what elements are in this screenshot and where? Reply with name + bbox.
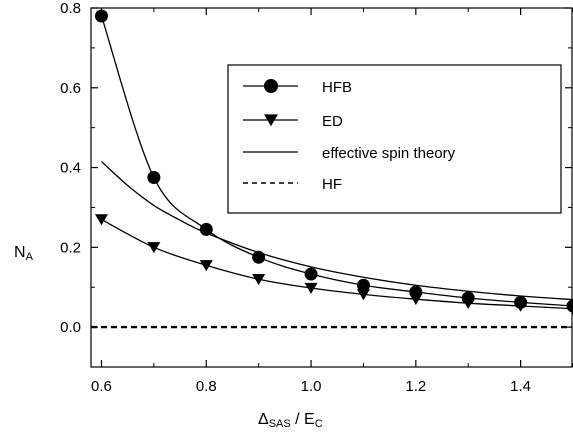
x-axis-label-main-sub: SAS [269,418,291,430]
x-tick-label: 1.2 [405,378,426,395]
marker-hfb [199,222,213,236]
x-tick-label: 1.4 [510,378,531,395]
y-axis-label: NA [14,244,34,263]
legend-marker-ed [264,114,278,127]
legend-label-hfb: HFB [322,79,352,96]
y-tick-label: 0.0 [60,319,81,336]
series-markers [94,9,573,315]
marker-ed [514,300,528,312]
series-line-ed [101,218,573,310]
legend-label-hf: HF [322,176,342,193]
series-line-effective-spin-theory [101,161,573,301]
x-axis-label-main: Δ [258,411,269,428]
marker-ed [566,303,573,315]
marker-ed [199,260,213,272]
tick-labels: 0.6 0.8 1.0 1.2 1.4 0.0 0.2 0.4 0.6 0.8 [60,0,531,395]
legend-marker-hfb [264,79,278,93]
y-tick-label: 0.2 [60,239,81,256]
marker-ed [252,274,266,286]
x-tick-label: 0.6 [91,378,112,395]
x-tick-label: 1.0 [301,378,322,395]
x-axis-label-sep-sub: C [315,418,323,430]
legend-box [227,64,562,214]
marker-ed [304,282,318,294]
axis-ticks [91,7,573,368]
marker-ed [409,293,423,306]
y-tick-label: 0.4 [60,160,81,177]
x-axis-label: ΔSAS / EC [258,411,323,430]
marker-ed [461,297,475,310]
y-tick-label: 0.6 [60,80,81,97]
legend: HFB ED effective spin theory HF [227,64,562,214]
marker-ed [356,289,370,301]
y-axis-label-main: N [14,244,26,261]
x-axis-label-sep: / E [291,411,315,428]
marker-hfb [94,9,108,23]
marker-hfb [356,278,370,292]
plot-frame [90,7,573,368]
marker-hfb [304,267,318,281]
marker-ed [147,242,161,254]
legend-label-effective-spin-theory: effective spin theory [322,145,456,162]
marker-hfb [147,171,161,185]
y-tick-label: 0.8 [60,0,81,17]
plot-area [90,7,573,368]
marker-ed [94,214,108,226]
y-axis-label-sub: A [26,251,34,263]
legend-label-ed: ED [322,113,343,130]
x-tick-label: 0.8 [196,378,217,395]
marker-hfb [252,250,266,264]
